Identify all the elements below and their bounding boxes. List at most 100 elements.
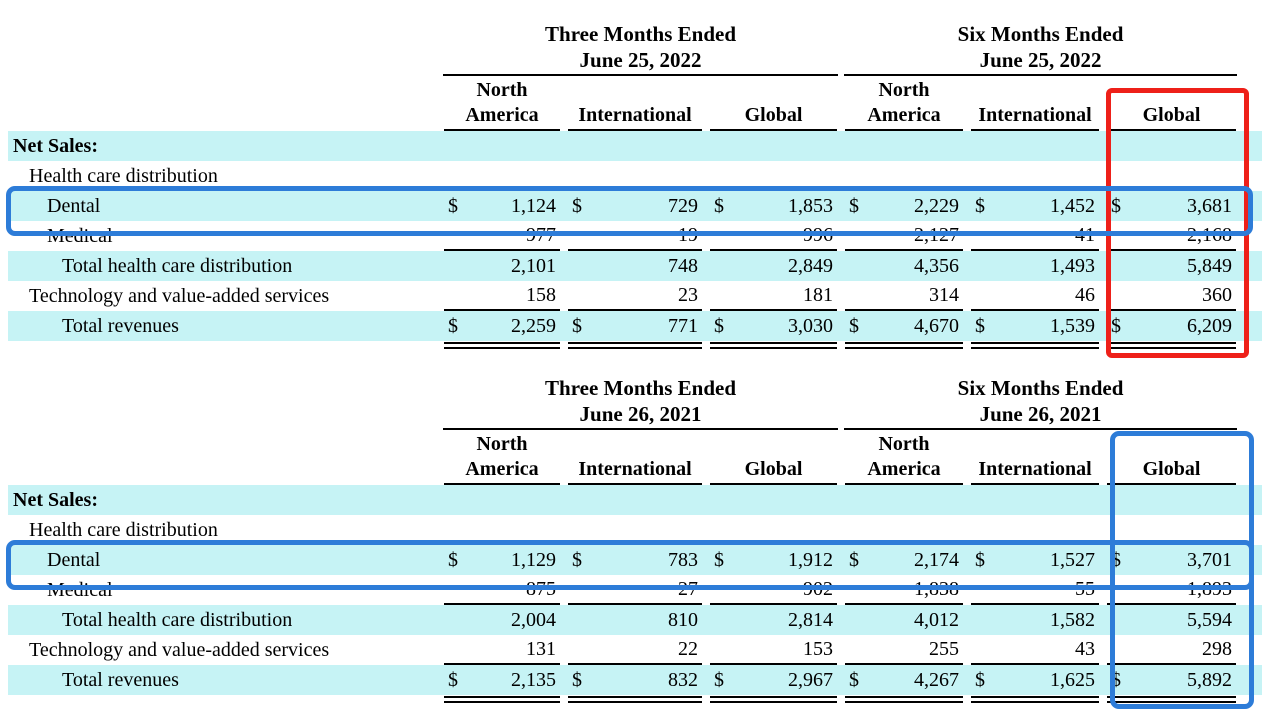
value-box [845,131,963,161]
value-cell: $2,259 [440,311,564,349]
value-cell: $1,625 [967,665,1103,703]
dollar-sign: $ [975,194,986,217]
dollar-sign: $ [1111,668,1122,691]
value-box: 977 [444,221,560,251]
cell-value: 41 [1075,223,1096,246]
value-box: $1,625 [971,665,1100,703]
value-cell: $2,229 [841,191,967,221]
value-box: 4,012 [845,605,963,635]
value-cell [440,161,564,191]
column-header-cell: International [967,430,1103,485]
value-box: $5,892 [1107,665,1237,703]
value-box [710,515,837,545]
value-cell: 2,127 [841,221,967,251]
value-box: $1,129 [444,545,560,575]
value-cell: 158 [440,281,564,311]
column-header-cell: North America [440,430,564,485]
value-box: 1,893 [1107,575,1237,605]
value-cell: 255 [841,635,967,665]
cell-value: 131 [526,637,556,660]
filler-cell [1240,430,1262,485]
value-cell: 5,849 [1103,251,1240,281]
dollar-sign: $ [714,548,724,571]
period-title: Three Months Ended [545,376,736,400]
value-cell: $783 [564,545,706,575]
value-cell [841,161,967,191]
column-header-cell: Global [706,76,841,131]
cell-value: 810 [668,608,698,631]
dollar-sign: $ [849,194,860,217]
cell-value: 153 [803,637,834,660]
row-label: Technology and value-added services [29,284,330,307]
dollar-sign: $ [448,314,458,337]
dollar-sign: $ [975,314,986,337]
value-box: 131 [444,635,560,665]
dollar-sign: $ [448,548,458,571]
value-cell: 314 [841,281,967,311]
value-box: $3,030 [710,311,838,349]
dollar-sign: $ [448,194,458,217]
value-box: 2,849 [710,251,837,281]
value-box [444,161,560,191]
table-row: Dental $1,124 $729 $1,853 $2,229 $1,452 $3,681 [8,191,1262,221]
period-title: Six Months Ended [957,22,1124,46]
value-box [845,515,963,545]
filler-cell [1240,515,1262,545]
value-cell: 4,356 [841,251,967,281]
column-header-cell: International [564,76,706,131]
value-cell: 181 [706,281,841,311]
value-cell [1103,131,1240,161]
row-label: Total health care distribution [62,254,293,277]
dollar-sign: $ [1111,314,1122,337]
period-header: Six Months Ended June 26, 2021 [844,375,1238,430]
value-cell: $771 [564,311,706,349]
cell-value: 4,670 [914,314,960,337]
column-header-cell: International [967,76,1103,131]
filler-cell [1240,605,1262,635]
value-box [1107,131,1236,161]
column-header-cell: International [564,430,706,485]
value-box [845,485,963,515]
column-header-cell: Global [706,430,841,485]
period-date: June 26, 2021 [579,402,702,426]
value-box: 255 [845,635,964,665]
value-box [1107,515,1236,545]
column-header: North America [444,78,560,131]
value-cell: 2,849 [706,251,841,281]
label-column-spacer [8,368,440,430]
value-box: 1,493 [971,251,1099,281]
value-box: 298 [1107,635,1237,665]
filler-cell [1240,575,1262,605]
value-cell: $2,135 [440,665,564,703]
value-box [710,485,837,515]
label-column-spacer [8,14,440,76]
value-cell: $4,267 [841,665,967,703]
cell-value: 1,452 [1050,194,1096,217]
filler-cell [1240,14,1262,76]
value-box: $1,912 [710,545,837,575]
value-box [1107,161,1236,191]
filler-cell [1240,251,1262,281]
value-cell: 23 [564,281,706,311]
column-header-cell: Global [1103,76,1240,131]
filler-cell [1240,76,1262,131]
dollar-sign: $ [448,668,458,691]
value-box: 19 [568,221,702,251]
value-cell [841,485,967,515]
value-cell: 360 [1103,281,1240,311]
table-row: Medical 875 27 902 1,838 55 1,893 [8,575,1262,605]
cell-value: 1,582 [1050,608,1096,631]
value-cell: $832 [564,665,706,703]
cell-value: 2,135 [511,668,556,691]
table-row: Total revenues $2,135 $832 $2,967 $4,267 $1,6… [8,665,1262,703]
value-cell: 1,838 [841,575,967,605]
row-label: Medical [47,578,113,601]
value-box [444,485,560,515]
value-box: $4,267 [845,665,964,703]
column-header: North America [845,78,964,131]
period-header-row: Three Months Ended June 26, 2021 Six Month… [8,368,1262,430]
table-row: Total revenues $2,259 $771 $3,030 $4,670 $1,5… [8,311,1262,349]
value-box: $2,135 [444,665,560,703]
filler-cell [1240,485,1262,515]
value-box: 4,356 [845,251,963,281]
